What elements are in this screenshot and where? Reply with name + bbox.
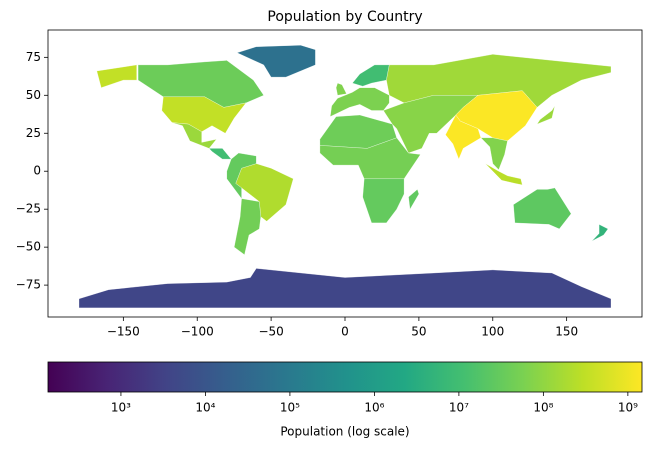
country	[408, 189, 420, 210]
y-tick-label: 0	[33, 164, 41, 178]
country	[480, 137, 508, 170]
country	[386, 54, 612, 108]
country	[591, 224, 609, 242]
country	[208, 148, 232, 160]
y-tick-label: −75	[16, 278, 41, 292]
colorbar-tick-label: 10⁸	[533, 401, 553, 415]
map	[78, 45, 612, 309]
country	[226, 152, 257, 200]
country	[536, 105, 555, 125]
country	[78, 268, 612, 309]
x-tick-label: −150	[107, 325, 140, 339]
colorbar-label: Population (log scale)	[280, 425, 409, 439]
x-tick-label: 100	[481, 325, 504, 339]
x-tick-label: −50	[258, 325, 283, 339]
country	[513, 187, 572, 230]
country	[96, 64, 247, 134]
chart-title: Population by Country	[267, 9, 422, 25]
country	[137, 60, 264, 108]
colorbar-tick-label: 10⁹	[618, 401, 638, 415]
y-tick-label: 75	[26, 50, 41, 64]
x-tick-label: 0	[341, 325, 349, 339]
country	[383, 95, 479, 154]
colorbar	[47, 361, 643, 393]
y-tick-label: 50	[26, 88, 41, 102]
colorbar-tick-label: 10⁶	[364, 401, 384, 415]
colorbar-tick-label: 10⁵	[280, 401, 300, 415]
country	[234, 198, 261, 255]
colorbar-tick-label: 10⁷	[449, 401, 469, 415]
x-tick-label: 50	[411, 325, 426, 339]
country	[352, 64, 390, 87]
country	[362, 178, 405, 224]
country	[172, 122, 217, 149]
x-tick-label: 150	[555, 325, 578, 339]
country	[485, 163, 523, 186]
country	[335, 82, 347, 96]
x-tick-label: −100	[181, 325, 214, 339]
country	[236, 45, 316, 78]
colorbar-tick-label: 10³	[111, 401, 131, 415]
y-tick-label: −25	[16, 202, 41, 216]
y-tick-label: −50	[16, 240, 41, 254]
colorbar-tick-label: 10⁴	[195, 401, 215, 415]
y-tick-label: 25	[26, 126, 41, 140]
